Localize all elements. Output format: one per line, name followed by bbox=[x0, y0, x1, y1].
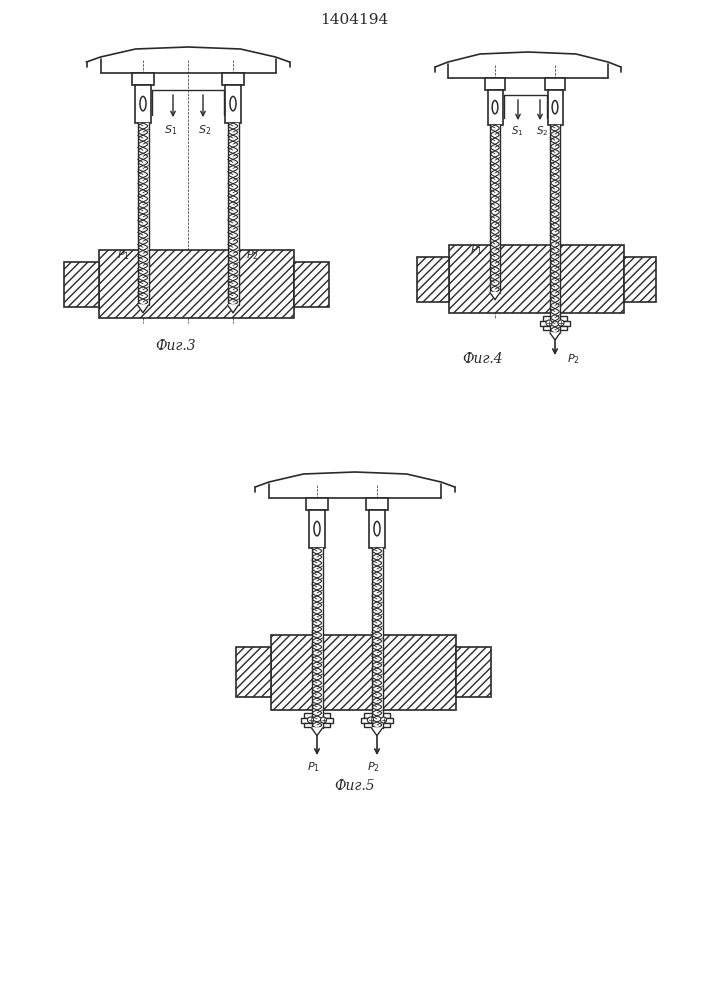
Bar bbox=[455, 647, 491, 697]
Circle shape bbox=[380, 717, 387, 723]
Polygon shape bbox=[490, 293, 500, 300]
Bar bbox=[271, 635, 455, 710]
Bar bbox=[547, 90, 563, 125]
Bar bbox=[225, 85, 241, 123]
Text: $P_1$: $P_1$ bbox=[117, 248, 130, 262]
Text: Фиг.5: Фиг.5 bbox=[334, 779, 375, 793]
Bar bbox=[137, 123, 148, 305]
Ellipse shape bbox=[552, 101, 558, 114]
Bar bbox=[543, 326, 567, 330]
Bar bbox=[488, 90, 503, 125]
Circle shape bbox=[308, 717, 313, 723]
Bar bbox=[364, 723, 390, 727]
Ellipse shape bbox=[230, 96, 236, 111]
Text: Фиг.3: Фиг.3 bbox=[156, 339, 197, 353]
Circle shape bbox=[558, 320, 564, 326]
Polygon shape bbox=[312, 728, 322, 736]
Text: $P_2$: $P_2$ bbox=[567, 352, 580, 366]
Bar bbox=[371, 548, 382, 728]
Text: Фиг.4: Фиг.4 bbox=[462, 352, 503, 366]
Bar bbox=[293, 262, 329, 307]
Bar bbox=[135, 85, 151, 123]
Text: $P_2$: $P_2$ bbox=[246, 248, 259, 262]
Text: $S_1$: $S_1$ bbox=[164, 123, 177, 137]
Circle shape bbox=[368, 717, 373, 723]
Bar bbox=[304, 723, 330, 727]
Bar bbox=[545, 78, 565, 90]
Bar bbox=[369, 510, 385, 548]
Bar bbox=[228, 123, 238, 305]
Bar bbox=[361, 718, 393, 723]
Bar bbox=[222, 73, 244, 85]
Text: $S_2$: $S_2$ bbox=[536, 124, 548, 138]
Bar bbox=[132, 73, 154, 85]
Bar bbox=[312, 548, 322, 728]
Bar bbox=[64, 262, 98, 307]
Bar bbox=[364, 713, 390, 718]
Polygon shape bbox=[228, 305, 238, 313]
Text: $S_1$: $S_1$ bbox=[510, 124, 523, 138]
Bar bbox=[304, 713, 330, 718]
Ellipse shape bbox=[140, 96, 146, 111]
Text: $P_1$: $P_1$ bbox=[469, 243, 482, 257]
Polygon shape bbox=[550, 333, 560, 340]
Bar bbox=[309, 510, 325, 548]
Text: $S_2$: $S_2$ bbox=[199, 123, 211, 137]
Text: $P_1$: $P_1$ bbox=[307, 760, 320, 774]
Bar bbox=[448, 245, 624, 313]
Text: $P_2$: $P_2$ bbox=[366, 760, 380, 774]
Ellipse shape bbox=[314, 521, 320, 536]
Bar bbox=[416, 257, 448, 302]
Bar bbox=[366, 498, 388, 510]
Circle shape bbox=[320, 717, 327, 723]
Bar bbox=[306, 498, 328, 510]
Bar bbox=[543, 316, 567, 321]
Circle shape bbox=[546, 320, 552, 326]
Bar bbox=[301, 718, 333, 723]
Bar bbox=[490, 125, 500, 293]
Polygon shape bbox=[371, 728, 382, 736]
Bar bbox=[624, 257, 655, 302]
Ellipse shape bbox=[374, 521, 380, 536]
Bar bbox=[98, 250, 293, 318]
Bar bbox=[235, 647, 271, 697]
Bar bbox=[550, 125, 560, 333]
Ellipse shape bbox=[492, 101, 498, 114]
Bar bbox=[540, 321, 570, 326]
Polygon shape bbox=[137, 305, 148, 313]
Text: 1404194: 1404194 bbox=[320, 13, 388, 27]
Bar bbox=[485, 78, 505, 90]
